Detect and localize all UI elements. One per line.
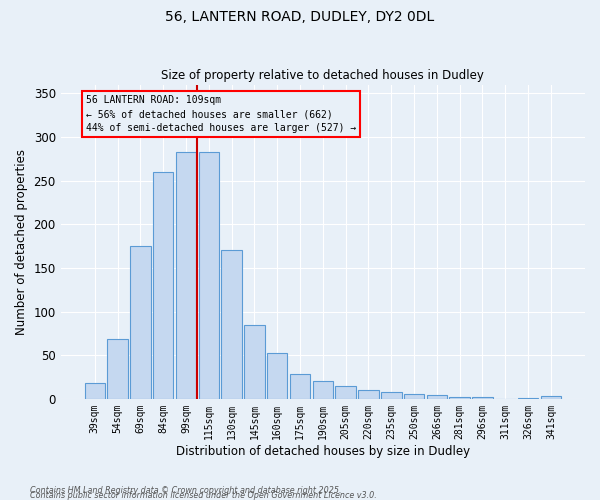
Bar bbox=[85, 383, 105, 399]
Text: 56 LANTERN ROAD: 109sqm
← 56% of detached houses are smaller (662)
44% of semi-d: 56 LANTERN ROAD: 109sqm ← 56% of detache… bbox=[86, 95, 356, 133]
Bar bbox=[449, 397, 470, 399]
Bar bbox=[107, 338, 128, 399]
Bar bbox=[199, 152, 219, 399]
Bar bbox=[221, 250, 242, 399]
Bar bbox=[244, 324, 265, 399]
Y-axis label: Number of detached properties: Number of detached properties bbox=[15, 148, 28, 334]
Bar bbox=[358, 390, 379, 399]
Bar bbox=[518, 398, 538, 399]
Text: Contains HM Land Registry data © Crown copyright and database right 2025.: Contains HM Land Registry data © Crown c… bbox=[30, 486, 341, 495]
Bar bbox=[381, 392, 401, 399]
Bar bbox=[427, 396, 447, 399]
Bar bbox=[404, 394, 424, 399]
Bar bbox=[313, 382, 333, 399]
X-axis label: Distribution of detached houses by size in Dudley: Distribution of detached houses by size … bbox=[176, 444, 470, 458]
Bar bbox=[541, 396, 561, 399]
Bar bbox=[267, 354, 287, 399]
Bar bbox=[335, 386, 356, 399]
Text: Contains public sector information licensed under the Open Government Licence v3: Contains public sector information licen… bbox=[30, 490, 377, 500]
Bar bbox=[290, 374, 310, 399]
Text: 56, LANTERN ROAD, DUDLEY, DY2 0DL: 56, LANTERN ROAD, DUDLEY, DY2 0DL bbox=[166, 10, 434, 24]
Bar bbox=[130, 246, 151, 399]
Title: Size of property relative to detached houses in Dudley: Size of property relative to detached ho… bbox=[161, 69, 484, 82]
Bar bbox=[472, 397, 493, 399]
Bar bbox=[153, 172, 173, 399]
Bar bbox=[176, 152, 196, 399]
